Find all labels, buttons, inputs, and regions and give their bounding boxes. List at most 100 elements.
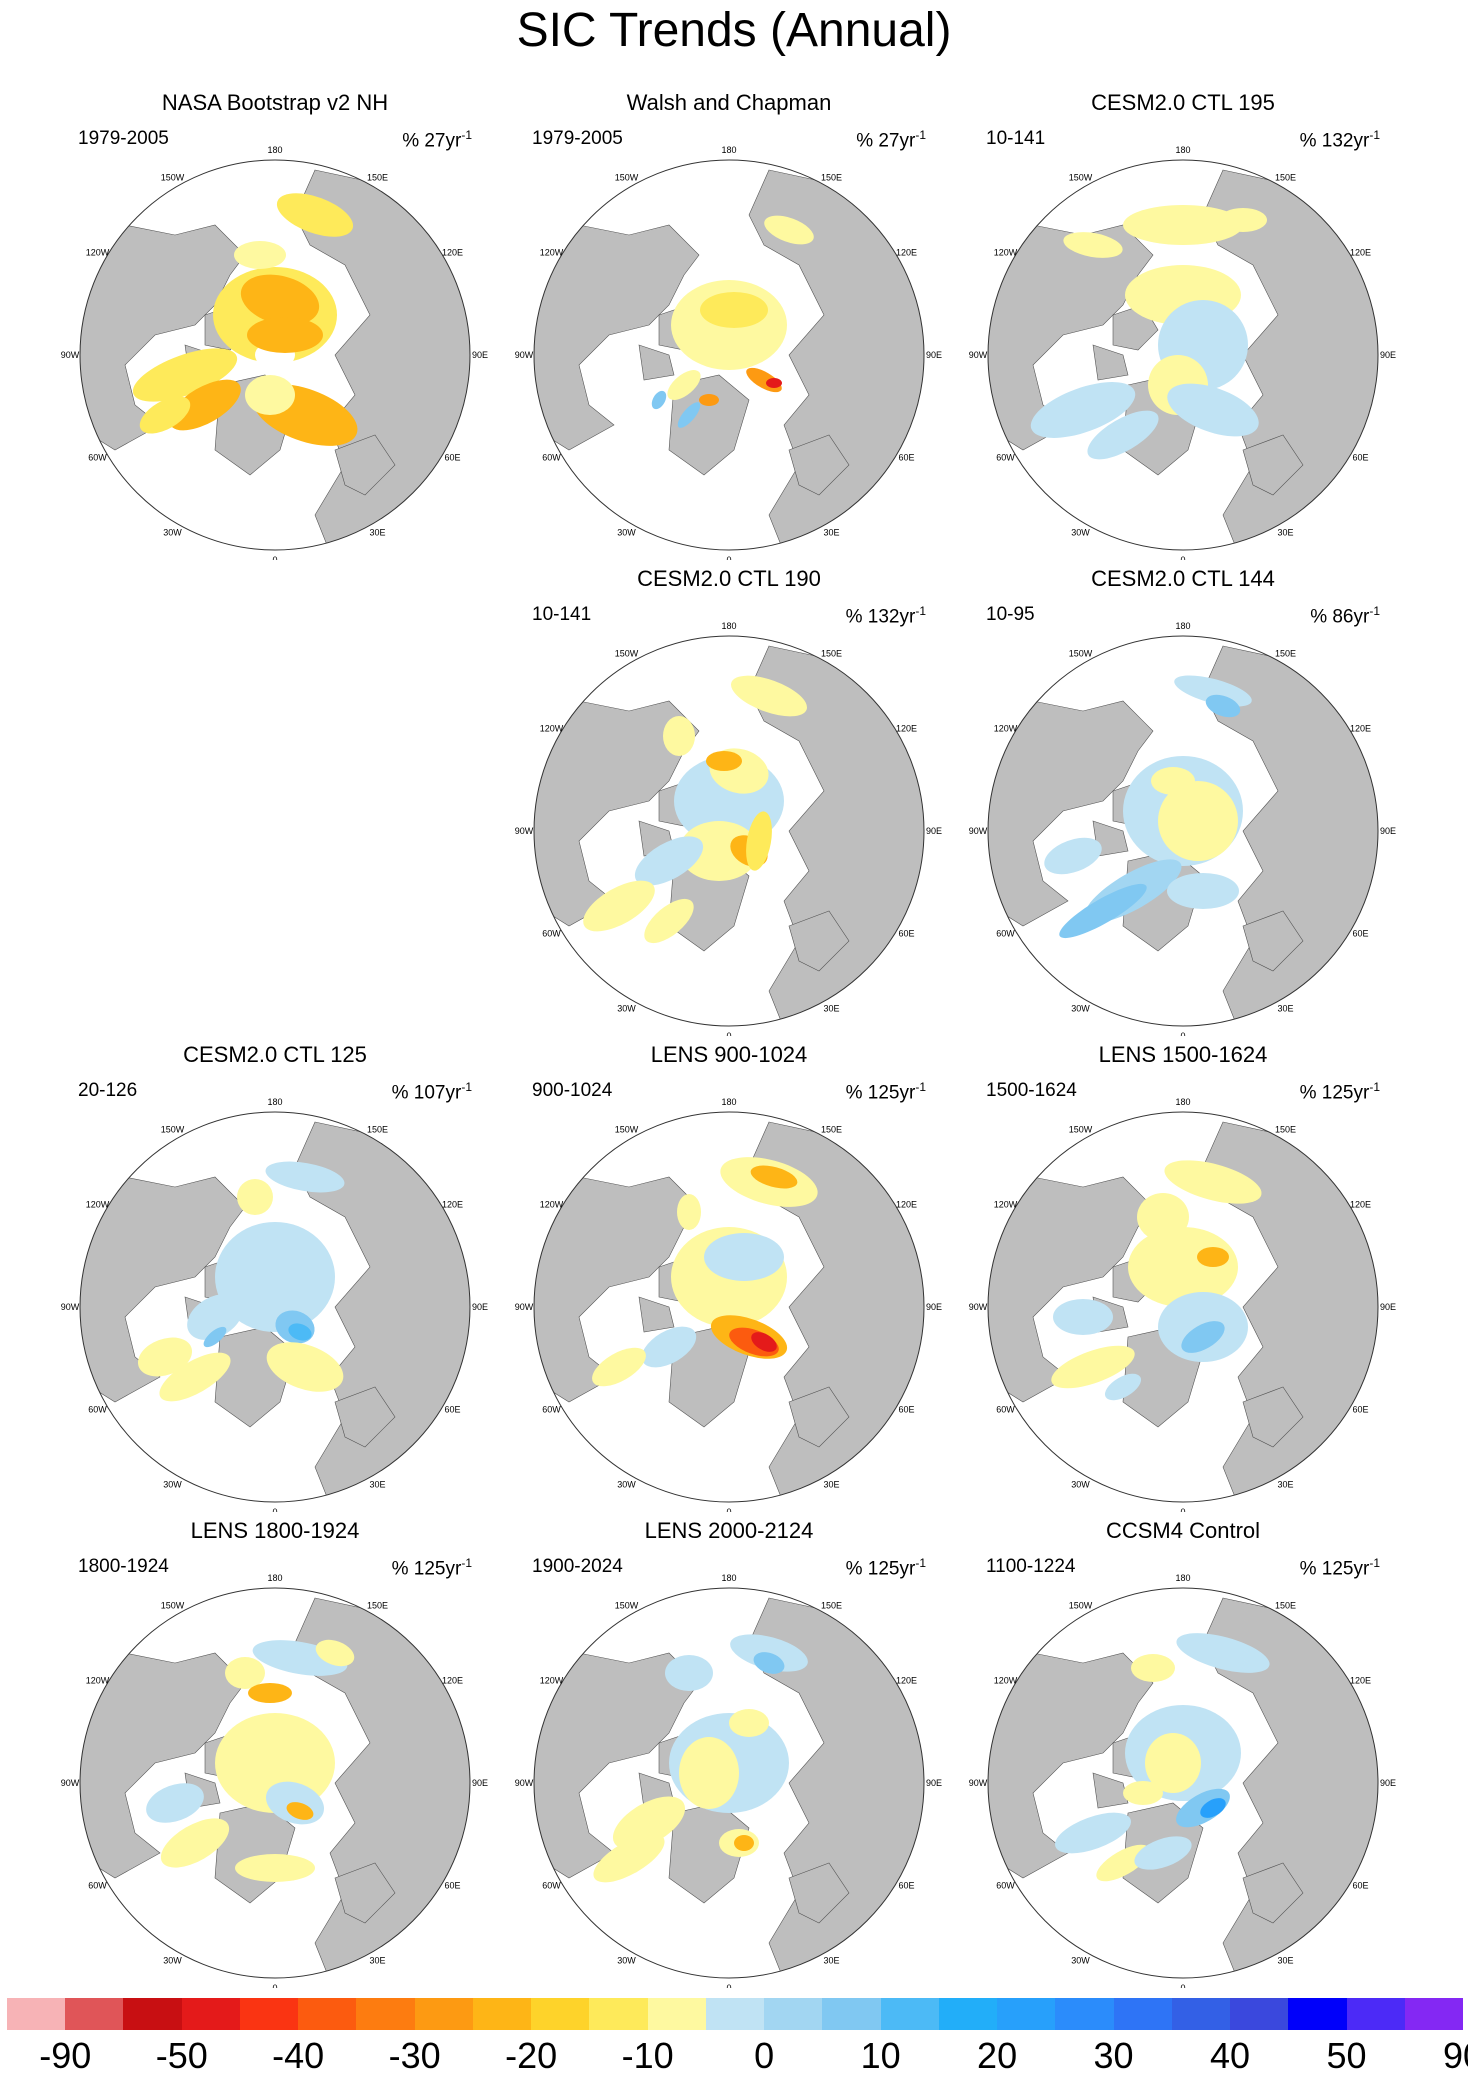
longitude-label: 150W [615,1601,639,1611]
longitude-label: 0 [1180,555,1185,560]
colorbar-tick-label: -40 [272,2035,325,2076]
longitude-label: 60W [996,453,1015,463]
panel-title: Walsh and Chapman [626,90,832,115]
longitude-label: 120E [896,1676,917,1686]
trend-field [766,378,782,388]
longitude-label: 30W [163,1956,182,1966]
map-panel-walsh: Walsh and Chapman 1979-2005 % 27yr-1 180 150… [514,90,944,560]
panel-title: CESM2.0 CTL 125 [183,1042,367,1067]
land-mass [788,910,850,972]
longitude-label: 150E [821,1125,842,1135]
longitude-label: 60W [88,453,107,463]
map-border [987,635,1379,1027]
trend-field [315,1639,355,1667]
longitude-label: 90E [926,1778,942,1788]
longitude-label: 150W [1069,173,1093,183]
longitude-label: 0 [1180,1983,1185,1988]
longitude-label: 90W [61,350,80,360]
panel-period: 900-1024 [532,1080,613,1101]
trend-field [1131,1654,1175,1682]
trend-field [1219,208,1267,232]
panel-title: NASA Bootstrap v2 NH [161,90,389,115]
longitude-label: 150E [1275,1601,1296,1611]
longitude-label: 90W [969,350,988,360]
colorbar-swatch [356,1998,416,2030]
map-panel-lens1500: LENS 1500-1624 1500-1624% 125yr-1 180 150E 1… [968,1042,1398,1512]
longitude-label: 0 [726,1031,731,1036]
panel-trend-units: % 125yr-1 [845,1080,926,1104]
longitude-label: 60W [996,929,1015,939]
longitude-label: 150W [615,173,639,183]
longitude-label: 90W [515,350,534,360]
trend-field [753,1652,785,1674]
longitude-label: 30W [1071,1004,1090,1014]
land-mass [1242,1862,1304,1924]
trend-field [1104,1373,1142,1401]
trend-field [612,1796,686,1850]
trend-field [1096,1844,1150,1882]
trend-field [764,215,814,245]
polar-map: 180 150E 120E 90E 60E 30E 0 30W 60W 90W 120W 150W [969,621,1396,1036]
trend-field [276,193,354,237]
longitude-label: 60W [542,1405,561,1415]
land-mass [1092,1772,1129,1809]
longitude-label: 180 [721,1573,736,1583]
trend-field [651,390,667,410]
trend-field [679,1737,739,1809]
longitude-label: 90E [472,1302,488,1312]
colorbar-tick-label: -10 [621,2035,674,2076]
longitude-label: 60E [898,929,914,939]
longitude-label: 0 [726,555,731,560]
longitude-label: 30E [823,528,839,538]
longitude-label: 30W [163,1480,182,1490]
land-mass [788,1862,850,1924]
polar-map: 180 150E 120E 90E 60E 30E 0 30W 60W 90W 120W 150W [969,1097,1396,1512]
panel-title: CCSM4 Control [1105,1518,1261,1543]
longitude-label: 30W [1071,1480,1090,1490]
panel-title: CESM2.0 CTL 190 [637,566,821,591]
polar-map: 180 150E 120E 90E 60E 30E 0 30W 60W 90W 120W 150W [515,621,942,1036]
trend-field [1164,1160,1262,1204]
longitude-label: 0 [726,1507,731,1512]
map-panel-ctl125: CESM2.0 CTL 125 20-126 % 107yr-1 180 150E 120… [60,1042,490,1512]
colorbar-tick-label: 50 [1326,2035,1367,2076]
trend-field [266,1342,344,1392]
trend-field [1059,883,1147,939]
longitude-label: 150W [1069,1601,1093,1611]
longitude-label: 60W [542,1881,561,1891]
map-panel-nasa: NASA Bootstrap v2 NH 1979-2005% 27yr-1 180… [60,90,490,560]
panel-period: 1800-1924 [78,1556,169,1577]
panel-title: LENS 1800-1924 [190,1518,360,1543]
panel-trend-units: % 27yr-1 [856,128,926,152]
colorbar-tick-label: -20 [505,2035,558,2076]
panel-trend-units: % 125yr-1 [845,1556,926,1580]
trend-field [677,402,701,428]
longitude-label: 150E [1275,1125,1296,1135]
longitude-label: 60E [1352,929,1368,939]
longitude-label: 90E [472,350,488,360]
longitude-label: 90W [515,1302,534,1312]
trend-field [137,1337,193,1377]
longitude-label: 180 [267,1573,282,1583]
panel-title: LENS 1500-1624 [1098,1042,1268,1067]
trend-field [663,716,695,756]
colorbar-swatch [1404,1998,1464,2030]
trend-field [667,370,701,400]
longitude-label: 150W [1069,649,1093,659]
longitude-label: 30E [1277,1004,1293,1014]
longitude-label: 0 [272,1507,277,1512]
panel-period: 1500-1624 [986,1080,1077,1101]
polar-map: 180 150E 120E 90E 60E 30E 0 30W 60W 90W 120W 150W [61,1097,488,1512]
panel-title: LENS 900-1024 [650,1042,808,1067]
longitude-label: 120E [1350,1676,1371,1686]
map-border [533,159,925,551]
longitude-label: 120W [994,1200,1018,1210]
longitude-label: 150W [615,649,639,659]
panel-period: 10-141 [532,604,592,625]
panel-title: LENS 2000-2124 [644,1518,814,1543]
trend-field [593,1833,665,1883]
land-mass [334,1862,396,1924]
longitude-label: 90W [515,1778,534,1788]
longitude-label: 120E [896,248,917,258]
longitude-label: 150W [615,1125,639,1135]
